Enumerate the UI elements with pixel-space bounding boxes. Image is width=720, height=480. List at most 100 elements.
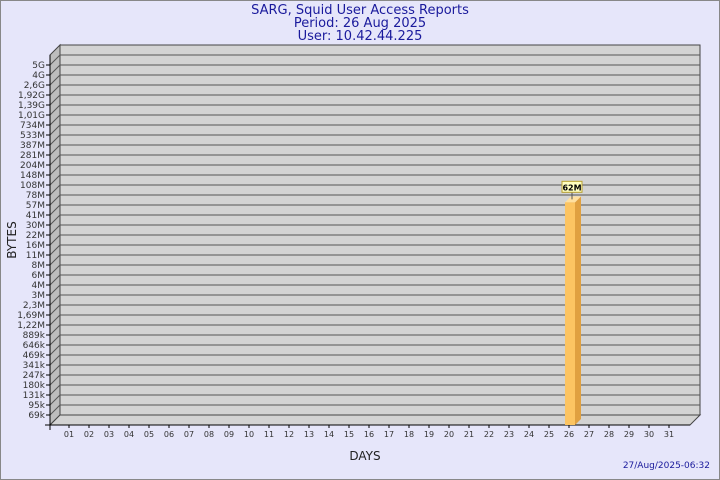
grid-line	[49, 284, 700, 296]
x-tick-label: 27	[584, 430, 594, 439]
y-tick-label: 6M	[32, 271, 46, 281]
x-tick-label: 25	[544, 430, 554, 439]
y-tick-label: 30M	[26, 221, 45, 231]
floor	[48, 414, 702, 426]
chart-title: SARG, Squid User Access Reports	[251, 3, 469, 18]
chart-user: User: 10.42.44.225	[297, 29, 423, 44]
y-tick-label: 4M	[32, 281, 46, 291]
y-tick-label: 281M	[20, 151, 45, 161]
grid-line	[49, 54, 700, 66]
bar-side	[575, 196, 581, 425]
grid-line	[49, 214, 700, 226]
y-tick-label: 4G	[32, 71, 45, 81]
x-axis-label: DAYS	[349, 449, 380, 463]
y-tick-label: 41M	[26, 211, 45, 221]
y-tick-label: 1,22M	[17, 321, 45, 331]
y-tick-label: 1,69M	[17, 311, 45, 321]
grid-line	[49, 124, 700, 136]
grid-line	[49, 244, 700, 256]
x-tick-label: 16	[364, 430, 374, 439]
y-tick-label: 387M	[20, 141, 45, 151]
y-tick-label: 533M	[20, 131, 45, 141]
side-wall	[49, 43, 61, 427]
grid-line	[49, 404, 700, 416]
grid-line	[49, 74, 700, 86]
y-tick-label: 2,3M	[23, 301, 45, 311]
grid-line	[49, 254, 700, 266]
grid-line	[49, 234, 700, 246]
grid-line	[49, 304, 700, 316]
y-tick-label: 247k	[23, 371, 46, 381]
grid-line	[49, 394, 700, 406]
y-tick-label: 889k	[23, 331, 46, 341]
x-tick-label: 03	[104, 430, 114, 439]
grid-line	[49, 204, 700, 216]
grid-line	[49, 384, 700, 396]
bar-day-26	[565, 202, 575, 425]
x-tick-label: 08	[204, 430, 214, 439]
grid-line	[49, 174, 700, 186]
y-tick-label: 646k	[23, 341, 46, 351]
y-tick-label: 95k	[28, 401, 45, 411]
grid-line	[49, 164, 700, 176]
x-tick-label: 02	[84, 430, 94, 439]
x-tick-label: 01	[64, 430, 74, 439]
y-tick-label: 204M	[20, 161, 45, 171]
y-tick-label: 341k	[23, 361, 46, 371]
bar-label-box	[561, 180, 583, 193]
x-tick-label: 15	[344, 430, 354, 439]
grid-line	[49, 294, 700, 306]
x-tick-label: 21	[464, 430, 474, 439]
y-tick-label: 469k	[23, 351, 46, 361]
grid-line	[49, 134, 700, 146]
back-wall	[59, 44, 701, 416]
grid-line	[49, 324, 700, 336]
y-tick-label: 734M	[20, 121, 45, 131]
bar-top	[565, 196, 581, 203]
grid-line	[49, 64, 700, 76]
x-tick-label: 28	[604, 430, 614, 439]
grid-line	[49, 344, 700, 356]
x-tick-label: 06	[164, 430, 174, 439]
x-tick-label: 05	[144, 430, 154, 439]
x-tick-label: 23	[504, 430, 514, 439]
x-tick-label: 04	[124, 430, 134, 439]
x-tick-label: 09	[224, 430, 234, 439]
x-tick-label: 19	[424, 430, 434, 439]
x-tick-label: 07	[184, 430, 194, 439]
grid-line	[49, 114, 700, 126]
y-tick-label: 131k	[23, 391, 46, 401]
x-tick-label: 12	[284, 430, 294, 439]
x-tick-label: 30	[644, 430, 654, 439]
grid-line	[49, 224, 700, 236]
x-tick-label: 31	[664, 430, 674, 439]
y-axis-label: BYTES	[5, 221, 19, 258]
grid-line	[49, 104, 700, 116]
y-tick-label: 1,01G	[18, 111, 45, 121]
y-tick-label: 2,6G	[24, 81, 45, 91]
grid-line	[49, 334, 700, 346]
y-tick-label: 3M	[32, 291, 46, 301]
x-tick-label: 13	[304, 430, 314, 439]
grid-line	[49, 194, 700, 206]
y-tick-label: 1,92G	[18, 91, 45, 101]
x-tick-label: 14	[324, 430, 334, 439]
grid-line	[49, 84, 700, 96]
x-tick-label: 29	[624, 430, 634, 439]
y-tick-label: 78M	[26, 191, 45, 201]
y-tick-label: 8M	[32, 261, 46, 271]
x-tick-label: 17	[384, 430, 394, 439]
y-tick-label: 1,39G	[18, 101, 45, 111]
grid-line	[49, 264, 700, 276]
x-tick-label: 20	[444, 430, 454, 439]
y-tick-label: 148M	[20, 171, 45, 181]
bar-value-label: 62M	[562, 183, 581, 192]
grid-line	[49, 364, 700, 376]
x-tick-label: 10	[244, 430, 254, 439]
x-tick-label: 18	[404, 430, 414, 439]
y-tick-label: 69k	[28, 411, 45, 421]
y-tick-label: 108M	[20, 181, 45, 191]
x-tick-label: 24	[524, 430, 534, 439]
grid-line	[49, 154, 700, 166]
